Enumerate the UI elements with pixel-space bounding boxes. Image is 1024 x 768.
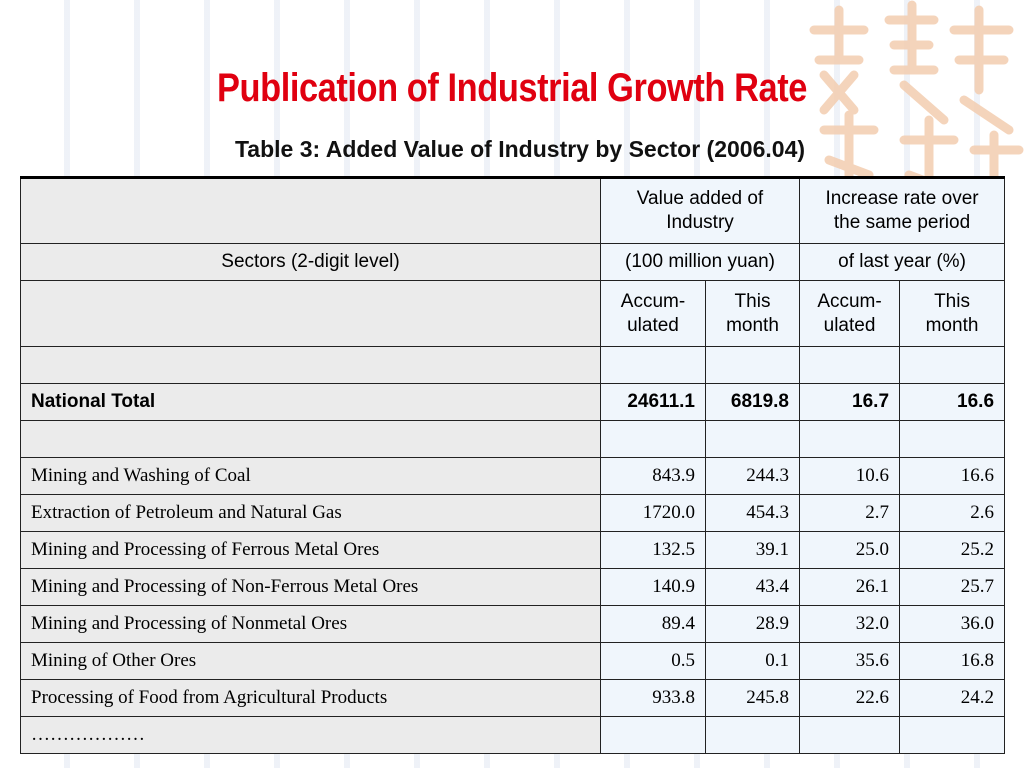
header-sectors: Sectors (2-digit level) bbox=[20, 243, 601, 281]
value-accumulated: 132.5 bbox=[600, 531, 706, 569]
value-this-month: 43.4 bbox=[704, 568, 801, 606]
sector-name: Mining and Washing of Coal bbox=[20, 457, 601, 495]
industry-value-table: Value added of Industry Increase rate ov… bbox=[20, 176, 1006, 754]
sector-name: Mining and Processing of Nonmetal Ores bbox=[20, 605, 601, 643]
rate-accumulated: 25.0 bbox=[799, 531, 901, 569]
value-this-month: 6819.8 bbox=[704, 383, 801, 421]
header-unit-rate: of last year (%) bbox=[799, 243, 1006, 281]
ellipsis-text: ……………… bbox=[20, 716, 601, 754]
header-row-1: Value added of Industry Increase rate ov… bbox=[20, 177, 1006, 244]
value-this-month: 39.1 bbox=[704, 531, 801, 569]
value-accumulated: 89.4 bbox=[600, 605, 706, 643]
sector-name: Mining and Processing of Ferrous Metal O… bbox=[20, 531, 601, 569]
rate-accumulated: 22.6 bbox=[799, 679, 901, 717]
value-accumulated: 933.8 bbox=[600, 679, 706, 717]
header-blank-cell bbox=[20, 177, 601, 244]
header-rate-this-month: This month bbox=[899, 280, 1006, 347]
header-value-this-month: This month bbox=[704, 280, 801, 347]
table-row: Mining of Other Ores 0.5 0.1 35.6 16.8 bbox=[20, 642, 1006, 680]
table-row: Mining and Processing of Nonmetal Ores 89… bbox=[20, 605, 1006, 643]
value-accumulated: 140.9 bbox=[600, 568, 706, 606]
value-this-month: 244.3 bbox=[704, 457, 801, 495]
header-increase-rate: Increase rate over the same period bbox=[799, 177, 1006, 244]
rate-this-month: 36.0 bbox=[899, 605, 1006, 643]
spacer-row bbox=[20, 420, 1006, 458]
header-value-accumulated: Accum-ulated bbox=[600, 280, 706, 347]
rate-this-month: 24.2 bbox=[899, 679, 1006, 717]
header-value-added: Value added of Industry bbox=[599, 177, 801, 244]
value-this-month: 28.9 bbox=[704, 605, 801, 643]
rate-accumulated: 26.1 bbox=[799, 568, 901, 606]
table-row: Mining and Processing of Non-Ferrous Met… bbox=[20, 568, 1006, 606]
value-this-month: 245.8 bbox=[704, 679, 801, 717]
rate-this-month: 16.8 bbox=[899, 642, 1006, 680]
sector-name: Mining of Other Ores bbox=[20, 642, 601, 680]
rate-accumulated: 35.6 bbox=[799, 642, 901, 680]
value-this-month: 0.1 bbox=[704, 642, 801, 680]
rate-accumulated: 2.7 bbox=[799, 494, 901, 532]
header-rate-accumulated: Accum-ulated bbox=[799, 280, 901, 347]
header-blank-cell bbox=[20, 280, 601, 347]
rate-this-month: 16.6 bbox=[899, 383, 1006, 421]
rate-this-month: 25.7 bbox=[899, 568, 1006, 606]
header-row-2: Sectors (2-digit level) (100 million yua… bbox=[20, 243, 1006, 281]
value-accumulated: 1720.0 bbox=[600, 494, 706, 532]
header-row-3: Accum-ulated This month Accum-ulated Thi… bbox=[20, 280, 1006, 347]
value-this-month: 454.3 bbox=[704, 494, 801, 532]
ellipsis-row: ……………… bbox=[20, 716, 1006, 754]
national-total-row: National Total 24611.1 6819.8 16.7 16.6 bbox=[20, 383, 1006, 421]
spacer-row bbox=[20, 346, 1006, 384]
value-accumulated: 24611.1 bbox=[600, 383, 706, 421]
sector-name: Extraction of Petroleum and Natural Gas bbox=[20, 494, 601, 532]
rate-accumulated: 32.0 bbox=[799, 605, 901, 643]
sector-name: National Total bbox=[20, 383, 601, 421]
rate-this-month: 16.6 bbox=[899, 457, 1006, 495]
sector-name: Processing of Food from Agricultural Pro… bbox=[20, 679, 601, 717]
rate-accumulated: 10.6 bbox=[799, 457, 901, 495]
header-unit-value: (100 million yuan) bbox=[599, 243, 801, 281]
table-row: Mining and Washing of Coal 843.9 244.3 10.6… bbox=[20, 457, 1006, 495]
value-accumulated: 843.9 bbox=[600, 457, 706, 495]
table-subtitle: Table 3: Added Value of Industry by Sect… bbox=[234, 136, 806, 162]
table-row: Mining and Processing of Ferrous Metal O… bbox=[20, 531, 1006, 569]
rate-accumulated: 16.7 bbox=[799, 383, 901, 421]
rate-this-month: 25.2 bbox=[899, 531, 1006, 569]
sector-name: Mining and Processing of Non-Ferrous Met… bbox=[20, 568, 601, 606]
value-accumulated: 0.5 bbox=[600, 642, 706, 680]
page-title: Publication of Industrial Growth Rate bbox=[217, 66, 807, 110]
table-row: Processing of Food from Agricultural Pro… bbox=[20, 679, 1006, 717]
table-row: Extraction of Petroleum and Natural Gas 1… bbox=[20, 494, 1006, 532]
rate-this-month: 2.6 bbox=[899, 494, 1006, 532]
